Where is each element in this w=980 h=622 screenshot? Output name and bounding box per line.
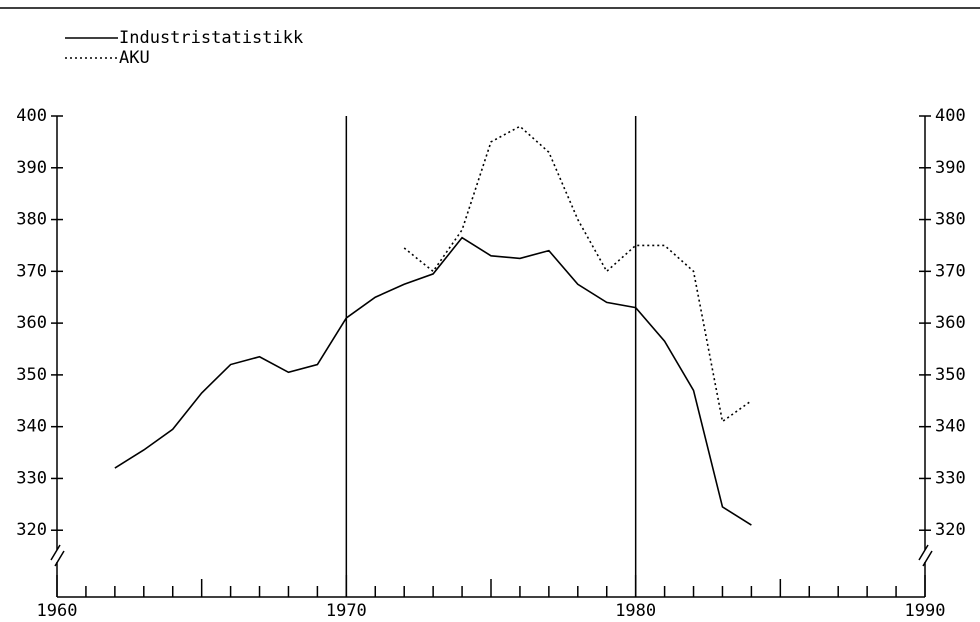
y2-tick-label: 370 <box>935 261 966 281</box>
axis-break <box>54 550 65 567</box>
x-tick-label: 1960 <box>37 601 78 621</box>
y-tick-label: 400 <box>16 106 47 126</box>
y2-tick-label: 350 <box>935 365 966 385</box>
y-tick-label: 380 <box>16 210 47 230</box>
y-tick-label: 320 <box>16 520 47 540</box>
y-tick-label: 340 <box>16 417 47 437</box>
axis-break <box>922 550 933 567</box>
y2-tick-label: 330 <box>935 468 966 488</box>
axis-break <box>918 544 929 561</box>
legend-label: Industristatistikk <box>119 28 303 48</box>
y2-tick-label: 380 <box>935 210 966 230</box>
x-tick-label: 1990 <box>905 601 946 621</box>
y2-tick-label: 400 <box>935 106 966 126</box>
y-tick-label: 360 <box>16 313 47 333</box>
y-tick-label: 350 <box>16 365 47 385</box>
y2-tick-label: 390 <box>935 158 966 178</box>
y-tick-label: 330 <box>16 468 47 488</box>
y2-tick-label: 360 <box>935 313 966 333</box>
x-tick-label: 1980 <box>615 601 656 621</box>
series-line <box>114 236 752 526</box>
y2-tick-label: 320 <box>935 520 966 540</box>
axis-break <box>50 544 61 561</box>
legend-label: AKU <box>119 48 150 68</box>
y2-tick-label: 340 <box>935 417 966 437</box>
x-tick-label: 1970 <box>326 601 367 621</box>
y-tick-label: 390 <box>16 158 47 178</box>
y-tick-label: 370 <box>16 261 47 281</box>
series-line <box>403 125 752 423</box>
